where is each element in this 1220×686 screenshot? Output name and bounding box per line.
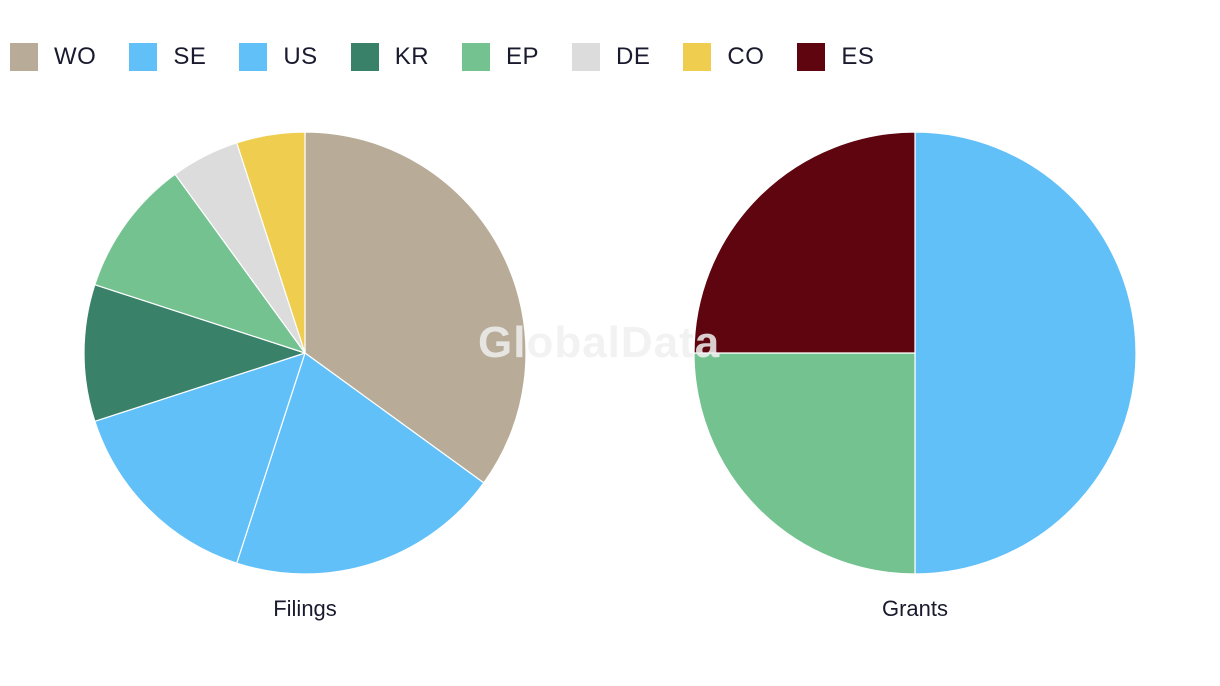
legend-swatch bbox=[129, 43, 158, 71]
legend-swatch bbox=[572, 43, 601, 71]
grants-slice-es bbox=[693, 131, 916, 354]
filings-slice-co bbox=[236, 131, 306, 354]
legend-swatch bbox=[350, 43, 379, 71]
grants-slice-ep bbox=[693, 352, 916, 575]
legend-label: WO bbox=[54, 43, 97, 70]
legend-label: KR bbox=[394, 43, 430, 70]
legend-item-se: SE bbox=[129, 43, 206, 71]
grants-pie bbox=[693, 131, 1137, 575]
legend-item-de: DE bbox=[572, 43, 650, 71]
chart-legend: WO SE US KR EP DE CO ES bbox=[10, 42, 907, 72]
legend-item-wo: WO bbox=[10, 43, 96, 71]
legend-item-kr: KR bbox=[350, 43, 430, 71]
legend-item-es: ES bbox=[797, 43, 874, 71]
legend-label: EP bbox=[506, 43, 540, 70]
filings-slice-kr bbox=[83, 284, 306, 422]
filings-pie bbox=[83, 131, 527, 575]
legend-swatch bbox=[683, 43, 712, 71]
grants-slice-us bbox=[914, 131, 1137, 575]
legend-label: SE bbox=[173, 43, 207, 70]
legend-swatch bbox=[462, 43, 491, 71]
grants-pie-title: Grants bbox=[881, 596, 949, 621]
legend-swatch bbox=[239, 43, 268, 71]
filings-slice-wo bbox=[304, 131, 527, 484]
filings-slice-se bbox=[236, 352, 485, 575]
watermark: GlobalData bbox=[478, 318, 721, 367]
legend-label: DE bbox=[616, 43, 651, 70]
legend-swatch bbox=[797, 43, 826, 71]
filings-slice-ep bbox=[94, 173, 306, 354]
legend-label: ES bbox=[841, 43, 875, 70]
legend-swatch bbox=[10, 43, 38, 71]
filings-pie-title: Filings bbox=[273, 596, 337, 621]
legend-item-co: CO bbox=[683, 43, 764, 71]
legend-item-us: US bbox=[239, 43, 317, 71]
legend-label: CO bbox=[727, 43, 765, 70]
legend-label: US bbox=[283, 43, 318, 70]
filings-slice-us bbox=[94, 352, 306, 564]
legend-item-ep: EP bbox=[462, 43, 539, 71]
